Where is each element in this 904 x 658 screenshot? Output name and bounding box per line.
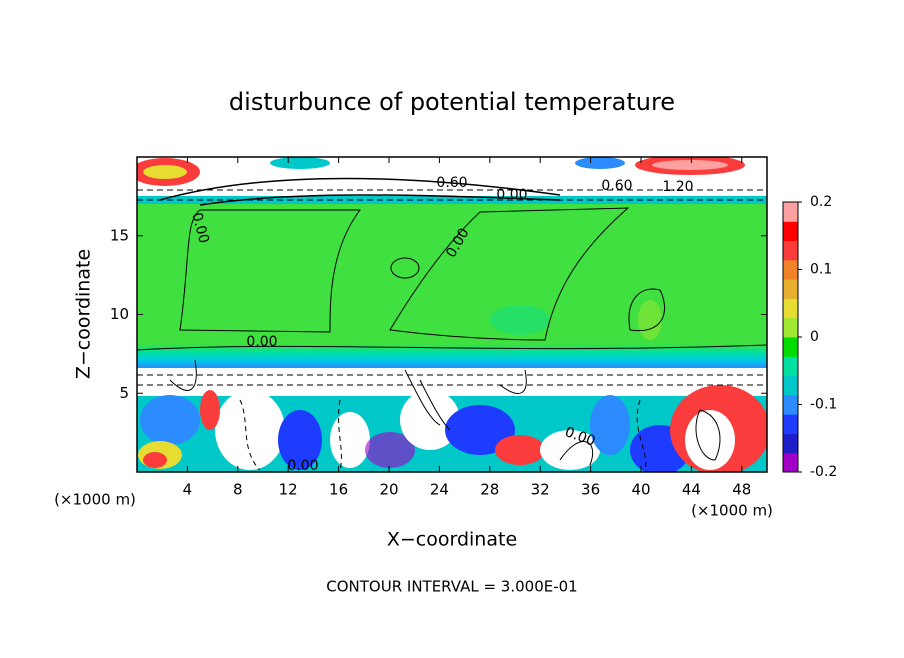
x-unit-label: (×1000 m) bbox=[54, 491, 136, 509]
x-tick-label: 48 bbox=[732, 481, 751, 499]
colorbar-tick-label: 0.2 bbox=[810, 194, 832, 210]
colorbar-swatch bbox=[783, 221, 798, 242]
x-tick-label: 4 bbox=[183, 481, 193, 499]
x-tick-label: 12 bbox=[279, 481, 298, 499]
chart-title: disturbunce of potential temperature bbox=[229, 88, 675, 116]
contour-label: 1.20 bbox=[662, 179, 693, 195]
x-tick-label: 36 bbox=[581, 481, 600, 499]
y-tick-label: 10 bbox=[110, 305, 129, 323]
contour-label: 0.60 bbox=[436, 175, 467, 191]
field bbox=[137, 157, 767, 472]
x-tick-label: 16 bbox=[329, 481, 348, 499]
x-tick-label: 20 bbox=[379, 481, 398, 499]
colorbar-swatch bbox=[783, 394, 798, 415]
colorbar-swatch bbox=[783, 240, 798, 261]
colorbar-swatch bbox=[783, 452, 798, 473]
x-tick-label: 40 bbox=[631, 481, 650, 499]
colorbar-tick-label: -0.2 bbox=[810, 464, 837, 480]
x-axis-title: X−coordinate bbox=[387, 529, 517, 551]
colorbar-swatch bbox=[783, 259, 798, 280]
contour-label: 0.00 bbox=[188, 211, 212, 245]
x-tick-label: 28 bbox=[480, 481, 499, 499]
colorbar-swatch bbox=[783, 279, 798, 299]
x-unit-label: (×1000 m) bbox=[691, 502, 773, 520]
contour-label: 0.00 bbox=[287, 458, 318, 474]
colorbar-tick-label: 0 bbox=[810, 329, 819, 345]
footer-note: CONTOUR INTERVAL = 3.000E-01 bbox=[326, 578, 577, 596]
x-tick-label: 8 bbox=[233, 481, 243, 499]
colorbar-swatch bbox=[783, 202, 798, 222]
colorbar-swatch bbox=[783, 356, 798, 377]
y-axis-title: Z−coordinate bbox=[73, 249, 95, 379]
contour-label: 0.60 bbox=[601, 178, 632, 194]
colorbar-swatch bbox=[783, 433, 798, 454]
colorbar-tick-label: 0.1 bbox=[810, 262, 832, 278]
colorbar-swatch bbox=[783, 298, 798, 319]
colorbar-tick-label: -0.1 bbox=[810, 397, 837, 413]
colorbar-swatch bbox=[783, 414, 798, 434]
colorbar-swatch bbox=[783, 317, 798, 338]
x-tick-label: 32 bbox=[531, 481, 550, 499]
y-tick-label: 15 bbox=[110, 226, 129, 244]
colorbar-swatch bbox=[783, 337, 798, 357]
y-tick-label: 5 bbox=[119, 384, 129, 402]
colorbar-swatch bbox=[783, 375, 798, 396]
contour-label: 0.00 bbox=[246, 334, 277, 350]
x-tick-label: 44 bbox=[682, 481, 701, 499]
x-tick-label: 24 bbox=[430, 481, 449, 499]
contour-label: 0.00 bbox=[496, 187, 527, 203]
